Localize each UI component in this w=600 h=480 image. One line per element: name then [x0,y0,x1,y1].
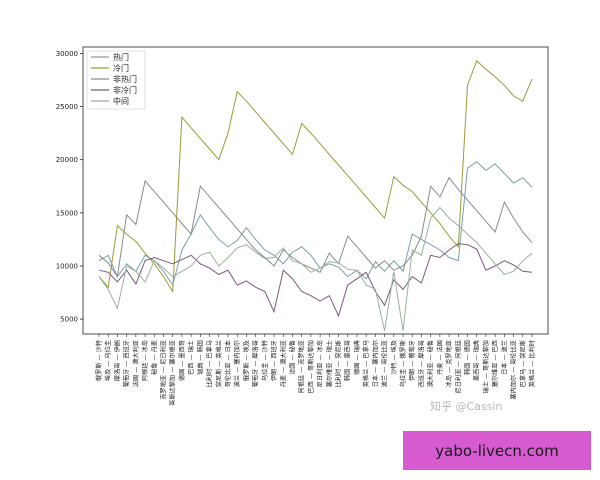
y-tick-label: 25000 [56,103,78,111]
x-tick-label: 巴拿马 — 突尼斯 [519,340,527,387]
x-tick-label: 葡萄牙 — 摩洛哥 [252,340,260,387]
x-tick-label: 塞内加尔 — 哥伦比亚 [510,340,518,400]
y-tick-label: 30000 [56,50,78,58]
x-tick-label: 瑞士 — 哥斯达黎加 [482,340,490,393]
x-tick-label: 西班牙 — 摩洛哥 [417,340,425,387]
series-line-5 [98,206,533,331]
x-tick-label: 墨西哥 — 瑞典 [473,340,481,381]
x-tick-label: 埃及 — 乌拉圭 [104,340,112,381]
series-line-2 [98,59,533,294]
x-tick-label: 克罗地亚 — 尼日利亚 [159,340,167,400]
x-tick-label: 日本 — 塞内加尔 [371,340,379,387]
x-tick-label: 乌拉圭 — 俄罗斯 [399,340,407,387]
x-tick-label: 俄罗斯 — 沙特 [95,340,103,381]
x-tick-label: 瑞典 — 韩国 [196,340,204,375]
x-tick-label: 波兰 — 哥伦比亚 [381,340,389,387]
x-tick-label: 韩国 — 德国 [464,340,472,375]
legend-label: 热门 [113,52,129,62]
x-tick-label: 日本 — 波兰 [500,340,508,375]
x-tick-label: 伊朗 — 西班牙 [270,340,278,381]
x-tick-label: 法国 — 澳大利亚 [132,340,140,387]
site-banner[interactable]: yabo-livecn.com [403,431,591,470]
x-tick-label: 巴西 — 哥斯达黎加 [307,340,315,393]
y-tick-label: 15000 [56,209,78,217]
legend-label: 中间 [113,96,129,106]
x-tick-label: 韩国 — 墨西哥 [344,340,352,381]
x-tick-label: 尼日利亚 — 冰岛 [316,340,324,387]
x-tick-label: 葡萄牙 — 西班牙 [123,340,131,387]
x-tick-label: 沙特 — 埃及 [390,340,398,375]
x-tick-label: 塞尔维亚 — 瑞士 [325,340,333,387]
x-tick-label: 伊朗 — 葡萄牙 [408,340,416,381]
watermark-text: 知乎 @Cassin [430,399,502,413]
legend-label: 非冷门 [113,85,137,95]
x-tick-label: 德国 — 瑞典 [353,340,361,375]
y-axis: 5000 10000 15000 20000 25000 30000 [56,50,83,324]
x-tick-label: 英格兰 — 比利时 [528,340,536,387]
x-tick-label: 阿根廷 — 冰岛 [141,340,149,381]
x-tick-label: 冰岛 — 克罗地亚 [445,340,453,387]
series-layer [98,59,533,331]
x-tick-label: 比利时 — 巴拿马 [206,340,214,387]
legend-box [86,50,146,110]
x-tick-label: 澳大利亚 — 秘鲁 [427,340,435,387]
x-axis: 俄罗斯 — 沙特 埃及 — 乌拉圭 摩洛哥 — 伊朗 葡萄牙 — 西班牙 法国 — 澳大… [95,334,536,406]
series-line-4 [98,243,533,318]
x-tick-label: 秘鲁 — 丹麦 [150,340,158,375]
x-tick-label: 尼日利亚 — 阿根廷 [454,340,462,393]
x-tick-label: 阿根廷 — 克罗地亚 [298,340,306,393]
x-tick-label: 乌拉圭 — 沙特 [261,340,269,381]
plot-frame [82,46,549,335]
x-tick-label: 哥斯达黎加 — 塞尔维亚 [169,340,177,406]
legend-label: 非热门 [113,74,137,84]
legend-label: 冷门 [113,63,129,73]
x-tick-label: 突尼斯 — 英格兰 [215,340,223,387]
x-tick-label: 哥伦比亚 — 日本 [224,340,232,387]
x-tick-label: 比利时 — 突尼斯 [335,340,343,387]
x-tick-label: 巴西 — 瑞士 [187,340,195,375]
x-tick-label: 波兰 — 塞内加尔 [233,340,241,387]
x-tick-label: 法国 — 秘鲁 [288,340,296,375]
y-tick-label: 5000 [60,316,78,324]
x-tick-label: 塞尔维亚 — 巴西 [491,340,499,387]
x-tick-label: 丹麦 — 法国 [436,340,444,375]
series-line-1 [98,161,533,287]
x-tick-label: 德国 — 墨西哥 [178,340,186,381]
y-tick-label: 10000 [56,262,78,270]
x-tick-label: 英格兰 — 巴拿马 [362,340,370,387]
x-tick-label: 俄罗斯 — 埃及 [242,340,250,381]
x-tick-label: 摩洛哥 — 伊朗 [113,340,121,381]
x-tick-label: 丹麦 — 澳大利亚 [279,340,287,387]
y-tick-label: 20000 [56,156,78,164]
